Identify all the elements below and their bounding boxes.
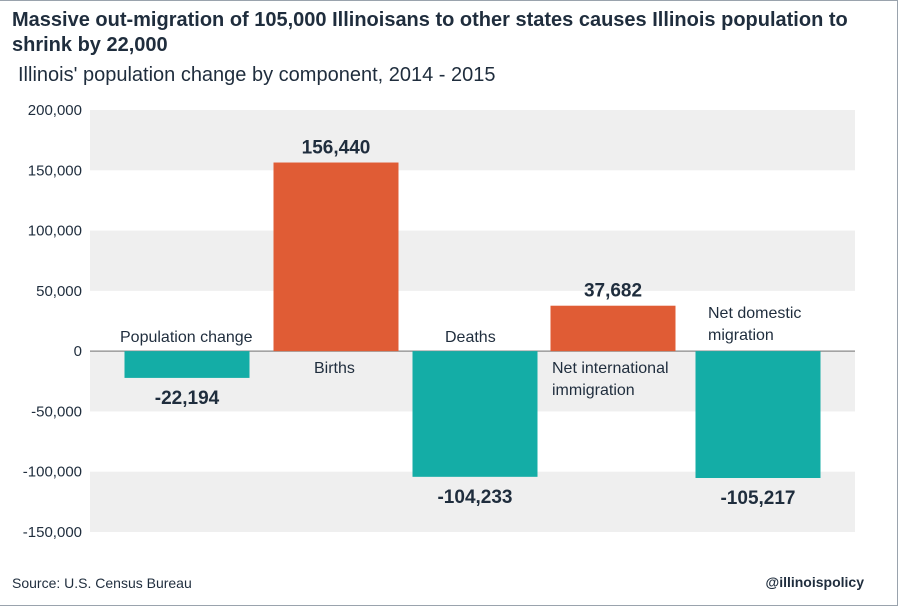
category-label-line: Births (314, 360, 355, 377)
grid-band (90, 471, 855, 532)
category-label-line: Net domestic (708, 305, 801, 322)
category-label: Deaths (445, 329, 496, 346)
y-tick-label: -100,000 (23, 464, 82, 481)
data-label: 37,682 (584, 281, 642, 302)
category-label: Births (314, 360, 355, 377)
chart-title: Massive out-migration of 105,000 Illinoi… (12, 9, 848, 56)
y-tick-label: 50,000 (36, 283, 82, 300)
data-label: -105,217 (720, 488, 795, 509)
bar (412, 351, 538, 477)
bar (550, 305, 676, 352)
category-label-line: migration (708, 327, 774, 344)
bar (273, 162, 399, 352)
category-label-line: Net international (552, 360, 669, 377)
category-label-line: immigration (552, 382, 635, 399)
data-label: -104,233 (437, 487, 512, 508)
y-tick-label: 0 (74, 343, 82, 360)
data-label: -22,194 (155, 388, 220, 409)
category-label-line: Population change (120, 329, 253, 346)
category-label: Population change (120, 329, 253, 346)
grid-band (90, 110, 855, 171)
twitter-handle: @illinoispolicy (765, 574, 864, 590)
chart-subtitle: Illinois' population change by component… (18, 64, 496, 86)
bar (695, 351, 821, 479)
y-tick-label: -50,000 (31, 403, 82, 420)
category-label: Net domestic migration (708, 305, 801, 344)
data-label: 156,440 (302, 138, 371, 159)
source-note: Source: U.S. Census Bureau (12, 575, 192, 591)
grid-band (90, 230, 855, 291)
y-tick-label: -150,000 (23, 524, 82, 541)
y-tick-label: 200,000 (28, 102, 82, 119)
y-tick-label: 100,000 (28, 223, 82, 240)
category-label: Net international immigration (552, 360, 669, 399)
category-label-line: Deaths (445, 329, 496, 346)
y-tick-label: 150,000 (28, 162, 82, 179)
bar (124, 351, 250, 378)
